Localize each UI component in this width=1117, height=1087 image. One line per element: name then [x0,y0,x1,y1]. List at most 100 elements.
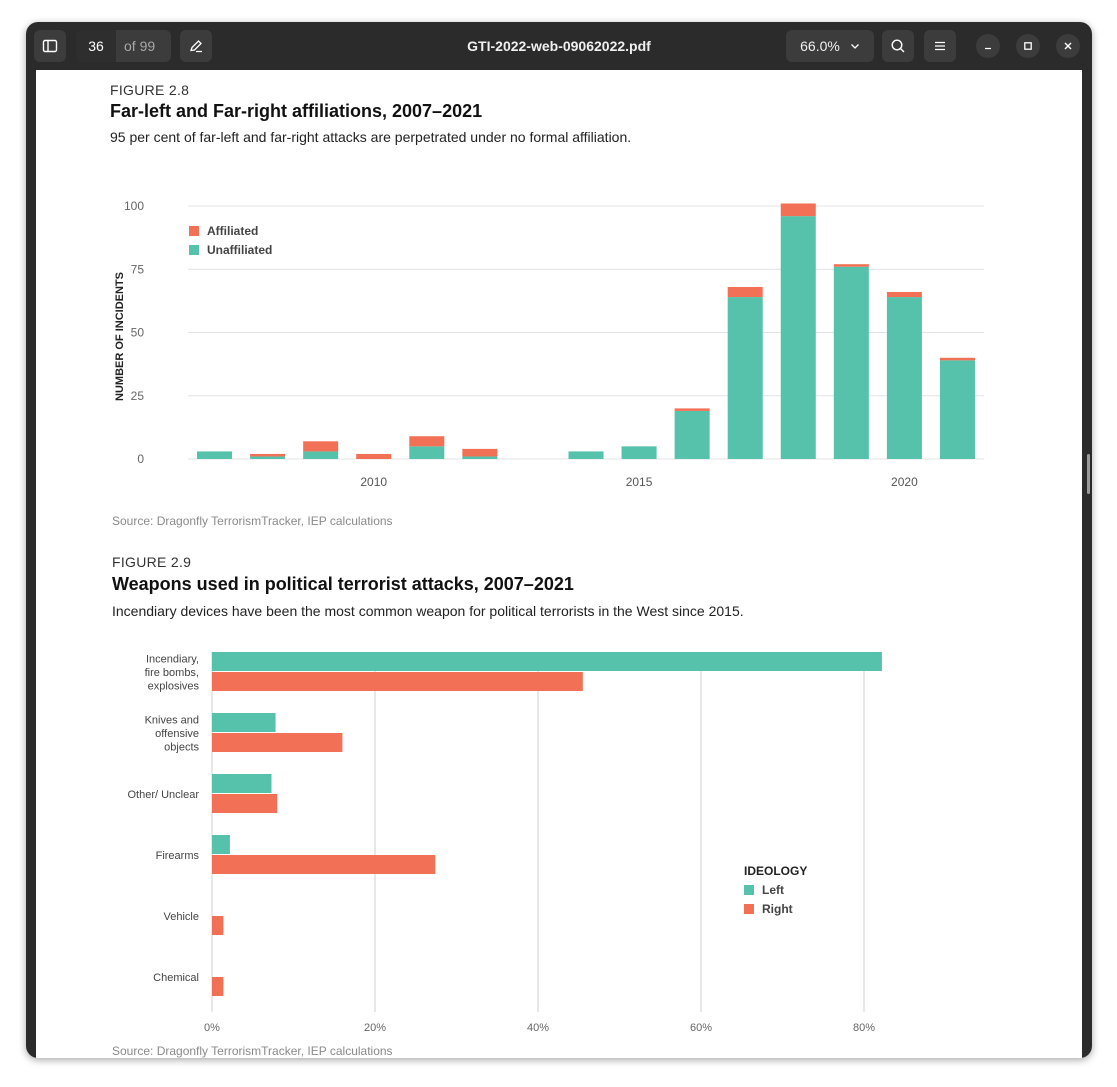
minimize-icon [985,47,991,50]
page-navigator[interactable]: 36 of 99 [76,30,171,62]
close-button[interactable] [1056,34,1080,58]
figure-title: Weapons used in political terrorist atta… [112,574,574,594]
document-page: FIGURE 2.8 Far-left and Far-right affili… [36,70,1082,1058]
legend-label: Right [762,902,793,916]
category-label: Firearms [156,850,200,862]
figure-subtitle: 95 per cent of far-left and far-right at… [110,129,632,145]
horizontal-bar-chart: 0% 20% 40% 60% 80% Incendiary,fire bombs, expl… [127,652,882,1034]
bar-unaffiliated [939,360,975,459]
figure-label: FIGURE 2.8 [110,82,190,98]
annotate-icon [190,40,202,53]
category-label: Chemical [153,972,199,984]
bar-affiliated [303,441,339,452]
menu-icon [935,41,945,51]
x-tick-label: 20% [364,1022,386,1034]
category-label: Other/ Unclear [127,789,199,801]
legend-swatch [744,904,754,914]
bar-right [212,672,583,691]
bar-unaffiliated [409,446,445,459]
bar-unaffiliated [250,456,286,459]
category-label: explosives [148,681,200,693]
bar-right [212,916,224,935]
y-axis-title: NUMBER OF INCIDENTS [114,272,126,401]
maximize-button[interactable] [1016,34,1040,58]
bar-affiliated [727,286,763,298]
y-tick-label: 50 [131,326,145,340]
bar-affiliated [462,448,498,457]
title-bar: 36 of 99 GTI-2022-web-09062022.pdf 66.0% [26,22,1092,70]
category-label: Knives and [145,715,199,727]
figure-subtitle: Incendiary devices have been the most co… [112,603,744,619]
y-tick-label: 25 [131,389,145,403]
x-tick-label: 0% [204,1022,220,1034]
bar-affiliated [356,453,392,459]
bar-unaffiliated [568,451,604,459]
y-tick-label: 0 [137,452,144,466]
figure-source: Source: Dragonfly TerrorismTracker, IEP … [112,1044,393,1058]
figure-label: FIGURE 2.9 [112,554,192,570]
legend-title: IDEOLOGY [744,864,807,878]
zoom-level: 66.0% [800,38,840,54]
chevron-down-icon [850,44,859,49]
legend-swatch [189,226,199,236]
bar-right [212,977,224,996]
search-button[interactable] [882,30,914,62]
bar-left [212,835,230,854]
bar-unaffiliated [303,451,339,459]
main-menu-button[interactable] [924,30,956,62]
x-tick-label: 2010 [360,475,387,489]
bar-left [212,713,276,732]
close-icon [1064,42,1072,50]
x-tick-label: 60% [690,1022,712,1034]
bar-unaffiliated [727,297,763,459]
bar-affiliated [409,436,445,447]
maximize-icon [1024,42,1032,50]
x-tick-label: 40% [527,1022,549,1034]
frame-left [26,70,36,1058]
figure-title: Far-left and Far-right affiliations, 200… [110,101,483,121]
page-count: of 99 [124,38,156,54]
pdf-viewer-window: 36 of 99 GTI-2022-web-09062022.pdf 66.0% [26,22,1092,1058]
legend-swatch [744,885,754,895]
bar-affiliated [674,408,710,411]
bar-unaffiliated [674,410,710,459]
bar-right [212,733,343,752]
bar-unaffiliated [833,266,869,459]
page-number-input[interactable]: 36 [76,30,116,62]
bar-unaffiliated [886,297,922,459]
bar-unaffiliated [621,446,657,459]
bar-affiliated [250,453,286,457]
bar-left [212,774,272,793]
annotate-button[interactable] [180,30,212,62]
bar-affiliated [780,203,816,217]
minimize-button[interactable] [976,34,1000,58]
legend-label: Left [762,883,784,897]
bar-unaffiliated [780,216,816,459]
bar-affiliated [886,292,922,298]
legend-label: Affiliated [207,224,258,238]
x-tick-label: 2020 [891,475,918,489]
bar-right [212,794,278,813]
zoom-dropdown[interactable]: 66.0% [786,30,874,62]
y-tick-label: 75 [131,262,145,276]
category-label: Incendiary, [146,654,199,666]
category-label: Vehicle [164,911,199,923]
stacked-bar-chart: 0 25 50 75 100 2010 2015 2020 NUMBER OF INCIDENT… [114,199,984,489]
bar-left [212,652,882,671]
bar-affiliated [939,357,975,361]
x-tick-label: 80% [853,1022,875,1034]
legend-label: Unaffiliated [207,243,272,257]
category-label: fire bombs, [145,667,199,679]
bar-unaffiliated [197,451,233,459]
bar-right [212,855,436,874]
y-tick-label: 100 [124,199,144,213]
scrollbar-thumb[interactable] [1087,454,1090,494]
legend-swatch [189,245,199,255]
bar-unaffiliated [462,456,498,459]
x-tick-label: 2015 [626,475,653,489]
sidebar-toggle-button[interactable] [34,30,66,62]
sidebar-icon [42,39,58,53]
search-icon [891,39,905,53]
category-label: offensive [155,728,199,740]
category-label: objects [164,742,199,754]
